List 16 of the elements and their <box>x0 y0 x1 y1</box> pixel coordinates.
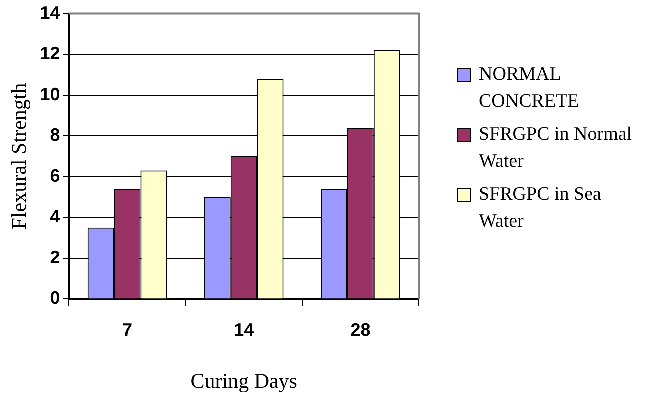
x-axis-title: Curing Days <box>190 368 298 393</box>
y-tick-label: 12 <box>40 44 60 64</box>
x-tick-label: 28 <box>350 320 371 340</box>
y-tick-label: 8 <box>50 125 60 146</box>
y-tick-label: 4 <box>50 206 60 227</box>
legend-label: SFRGPC in Sea Water <box>479 184 602 232</box>
y-tick-label: 0 <box>50 288 60 308</box>
y-tick-label: 10 <box>40 84 60 104</box>
legend-label: NORMAL CONCRETE <box>479 64 580 112</box>
legend-label: SFRGPC in Normal Water <box>479 124 632 172</box>
x-tick-label: 7 <box>122 320 133 340</box>
x-tick-label: 14 <box>234 320 254 340</box>
y-tick-label: 2 <box>50 247 60 268</box>
y-tick-label: 6 <box>50 166 60 186</box>
y-tick-label: 14 <box>40 2 60 23</box>
y-axis-title: Flexural Strength <box>7 82 32 230</box>
